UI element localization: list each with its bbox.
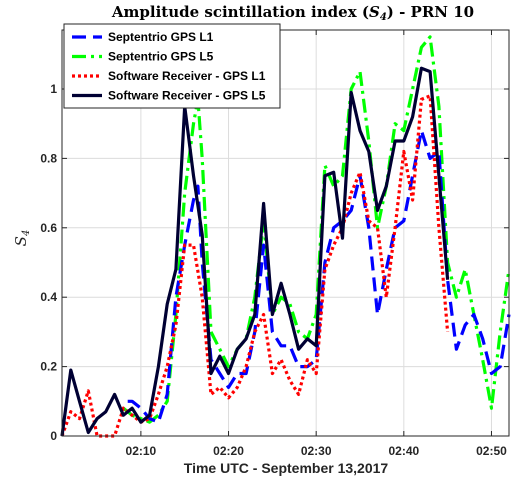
legend-label-2: Septentrio GPS L5 — [108, 50, 214, 64]
plot-border — [61, 29, 510, 437]
series-line-1 — [127, 129, 511, 424]
legend-label-4: Software Receiver - GPS L5 — [108, 89, 266, 103]
y-tick-label: 0.6 — [40, 221, 57, 235]
legend-label-3: Software Receiver - GPS L1 — [108, 69, 266, 83]
chart-title: Amplitude scintillation index (S4) - PRN… — [111, 3, 474, 23]
y-tick-label: 0.8 — [40, 151, 57, 165]
x-tick-label: 02:20 — [213, 444, 244, 458]
series-line-2 — [122, 35, 511, 424]
series-line-4 — [60, 66, 450, 437]
y-tick-label: 1 — [50, 82, 57, 96]
legend: Septentrio GPS L1 Septentrio GPS L5 Softwa… — [63, 23, 281, 109]
x-axis-label: Time UTC - September 13,2017 — [184, 460, 389, 476]
y-tick-label: 0.4 — [40, 290, 57, 304]
x-tick-label: 02:40 — [388, 444, 419, 458]
x-tick-label: 02:10 — [126, 444, 157, 458]
series-line-3 — [60, 94, 450, 438]
y-axis-label: S4 — [12, 230, 32, 247]
y-tick-labels: 0 0.2 0.4 0.6 0.8 1 — [40, 82, 57, 443]
y-tick-label: 0 — [50, 429, 57, 443]
y-tick-label: 0.2 — [40, 360, 57, 374]
x-tick-label: 02:30 — [301, 444, 332, 458]
legend-label-1: Septentrio GPS L1 — [108, 30, 214, 44]
x-tick-labels: 02:10 02:20 02:30 02:40 02:50 — [126, 444, 508, 458]
series-lines — [60, 35, 511, 438]
x-tick-label: 02:50 — [476, 444, 507, 458]
